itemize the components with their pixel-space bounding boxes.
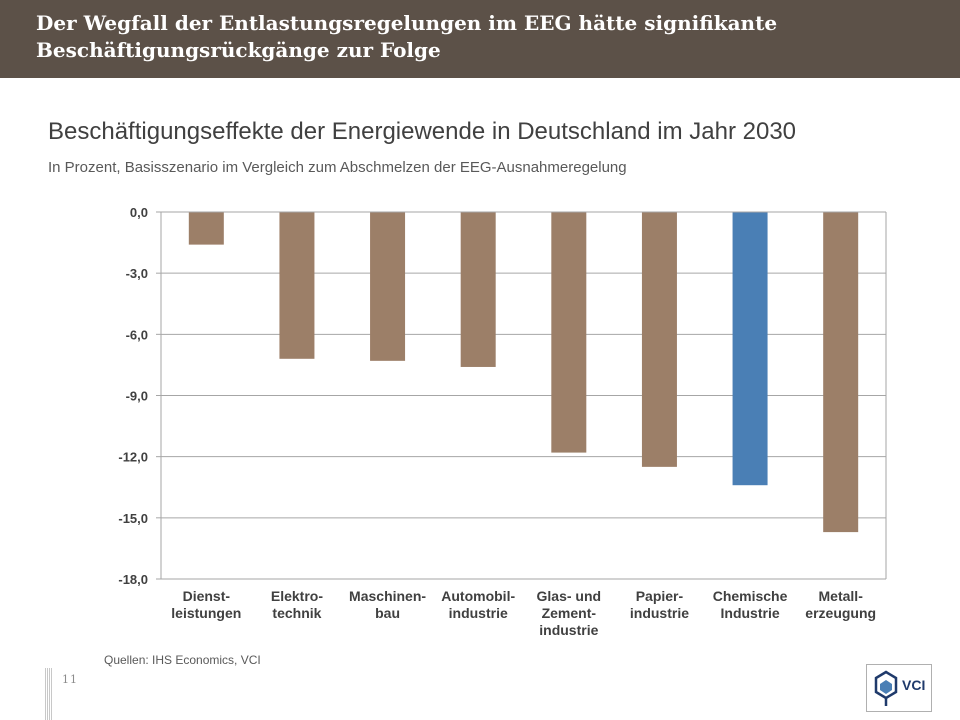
y-tick-label: -9,0 — [126, 389, 148, 404]
x-category-label-line: industrie — [539, 622, 598, 638]
x-category-label-line: Chemische — [713, 588, 788, 604]
x-category-label-line: industrie — [630, 605, 689, 621]
chart-subtitle: In Prozent, Basisszenario im Vergleich z… — [48, 159, 627, 176]
x-category-label: Dienst-leistungen — [171, 588, 241, 621]
x-category-label-line: Glas- und — [537, 588, 602, 604]
x-category-label-line: erzeugung — [805, 605, 876, 621]
x-category-label-line: Maschinen- — [349, 588, 426, 604]
decorative-lines — [45, 668, 52, 720]
vci-logo: VCI — [866, 664, 932, 712]
x-category-label-line: Metall- — [819, 588, 864, 604]
bar — [732, 212, 768, 486]
x-category-label: Metall-erzeugung — [805, 588, 876, 621]
x-category-label-line: leistungen — [171, 605, 241, 621]
x-category-label-line: Elektro- — [271, 588, 323, 604]
x-category-label-line: industrie — [449, 605, 508, 621]
slide-title: Der Wegfall der Entlastungsregelungen im… — [36, 11, 778, 62]
x-category-label-line: Dienst- — [183, 588, 231, 604]
bar — [551, 212, 587, 453]
x-category-label-line: Industrie — [721, 605, 780, 621]
page-number: 11 — [62, 673, 78, 686]
chart-title: Beschäftigungseffekte der Energiewende i… — [48, 118, 797, 145]
y-tick-label: -12,0 — [118, 450, 148, 465]
y-tick-label: -18,0 — [118, 572, 148, 587]
x-category-label: Elektro-technik — [271, 588, 323, 621]
x-category-label-line: bau — [375, 605, 400, 621]
bar — [460, 212, 496, 367]
x-category-label-line: technik — [272, 605, 321, 621]
bar — [370, 212, 406, 361]
bar — [823, 212, 859, 533]
x-category-label: Automobil-industrie — [441, 588, 515, 621]
vci-logo-text: VCI — [902, 677, 925, 693]
x-category-label: Maschinen-bau — [349, 588, 426, 621]
x-category-label-line: Automobil- — [441, 588, 515, 604]
source-note: Quellen: IHS Economics, VCI — [104, 653, 261, 667]
bar — [641, 212, 677, 467]
y-tick-label: 0,0 — [130, 205, 148, 220]
bar — [188, 212, 224, 245]
y-tick-label: -6,0 — [126, 327, 148, 342]
y-tick-label: -15,0 — [118, 511, 148, 526]
header-bar: Der Wegfall der Entlastungsregelungen im… — [0, 0, 960, 78]
y-tick-label: -3,0 — [126, 266, 148, 281]
x-category-label-line: Papier- — [636, 588, 684, 604]
x-category-label-line: Zement- — [542, 605, 597, 621]
x-category-label: Chemische Industrie — [713, 588, 788, 621]
x-category-label: Glas- und Zement-industrie — [537, 588, 602, 638]
bar — [279, 212, 315, 359]
x-category-label: Papier-industrie — [630, 588, 689, 621]
